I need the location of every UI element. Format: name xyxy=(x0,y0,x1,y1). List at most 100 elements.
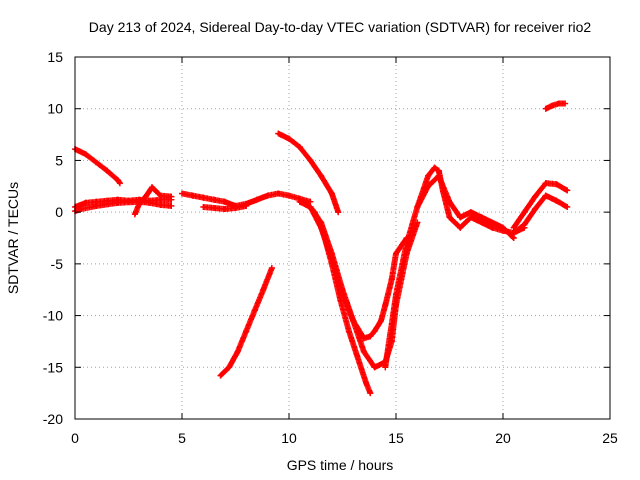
data-point xyxy=(286,135,292,142)
data-point xyxy=(82,151,89,158)
x-tick-label: 10 xyxy=(281,430,297,446)
series-arc-15 xyxy=(510,192,571,236)
data-point xyxy=(532,206,539,213)
data-point xyxy=(414,219,421,226)
data-point xyxy=(82,199,89,206)
data-point xyxy=(307,157,314,164)
data-point xyxy=(200,203,207,210)
data-point xyxy=(510,224,517,231)
data-point xyxy=(431,164,438,171)
data-point xyxy=(243,202,250,209)
data-point xyxy=(549,102,556,109)
data-point xyxy=(131,211,138,218)
data-point xyxy=(345,328,352,335)
data-point xyxy=(153,188,160,195)
data-point xyxy=(260,286,267,293)
data-point xyxy=(211,196,218,203)
data-point xyxy=(275,190,282,197)
data-point xyxy=(296,143,303,150)
data-point xyxy=(221,206,228,213)
data-point xyxy=(542,105,549,112)
data-point xyxy=(542,180,549,187)
data-point xyxy=(136,200,143,207)
data-point xyxy=(446,198,453,205)
series-arc-12 xyxy=(382,164,528,371)
data-point xyxy=(307,198,314,205)
data-point xyxy=(328,190,335,197)
data-point xyxy=(457,214,464,221)
data-point xyxy=(114,177,121,184)
data-point xyxy=(168,202,175,209)
data-point xyxy=(446,214,453,221)
data-point xyxy=(142,193,149,200)
x-tick-label: 20 xyxy=(495,430,511,446)
grid xyxy=(75,57,610,419)
data-point xyxy=(414,203,421,210)
x-tick-label: 25 xyxy=(602,430,618,446)
data-point xyxy=(489,219,496,226)
data-point xyxy=(328,255,335,262)
data-point xyxy=(303,200,310,207)
data-point xyxy=(251,307,258,314)
series-arc-14 xyxy=(510,180,571,231)
data-points xyxy=(72,100,571,397)
data-point xyxy=(393,250,399,257)
data-point xyxy=(521,221,528,228)
plot-frame xyxy=(74,56,611,420)
data-point xyxy=(234,348,241,355)
y-tick-label: 5 xyxy=(55,152,63,168)
data-point xyxy=(157,192,164,199)
data-point xyxy=(425,183,432,190)
data-point xyxy=(371,328,378,335)
data-point xyxy=(510,235,517,241)
data-point xyxy=(378,317,385,324)
data-point xyxy=(179,190,185,197)
series-arc-1 xyxy=(72,146,123,187)
axis-ticks: 0 5 10 15 20 25 -20 -15 -10 -5 0 5 10 15 xyxy=(43,49,618,446)
y-tick-label: -5 xyxy=(51,256,64,272)
y-tick-label: -15 xyxy=(43,359,63,375)
series-arc-8 xyxy=(275,130,342,216)
data-point xyxy=(564,187,571,194)
x-tick-label: 15 xyxy=(388,430,404,446)
data-point xyxy=(500,224,506,231)
data-point xyxy=(157,201,164,208)
y-tick-label: 15 xyxy=(47,49,63,65)
data-point xyxy=(307,203,314,210)
data-point xyxy=(253,196,260,203)
data-point xyxy=(367,390,374,397)
data-point xyxy=(564,203,571,210)
data-point xyxy=(146,199,153,206)
data-point xyxy=(393,291,399,298)
series-arc-4 xyxy=(131,184,175,218)
data-point xyxy=(243,328,250,335)
data-point xyxy=(403,240,410,247)
data-point xyxy=(226,364,233,371)
data-point xyxy=(425,172,432,179)
data-point xyxy=(510,229,517,236)
series-arc-6 xyxy=(200,202,250,213)
data-point xyxy=(457,224,464,231)
data-point xyxy=(478,214,485,221)
data-point xyxy=(532,193,539,200)
data-point xyxy=(388,276,395,283)
y-tick-label: -20 xyxy=(43,411,63,427)
data-point xyxy=(339,291,346,298)
chart-title: Day 213 of 2024, Sidereal Day-to-day VTE… xyxy=(89,19,592,35)
data-point xyxy=(478,219,485,226)
data-point xyxy=(275,130,282,137)
data-point xyxy=(467,209,474,216)
x-axis-label: GPS time / hours xyxy=(287,457,394,473)
y-tick-label: 0 xyxy=(55,204,63,220)
data-point xyxy=(553,197,560,204)
data-point xyxy=(116,180,123,187)
data-point xyxy=(318,224,325,231)
data-point xyxy=(217,372,224,379)
data-point xyxy=(553,181,560,188)
data-point xyxy=(335,209,342,216)
series-arc-7 xyxy=(217,264,275,379)
data-point xyxy=(149,184,156,191)
data-point xyxy=(354,353,361,360)
data-point xyxy=(296,198,303,205)
